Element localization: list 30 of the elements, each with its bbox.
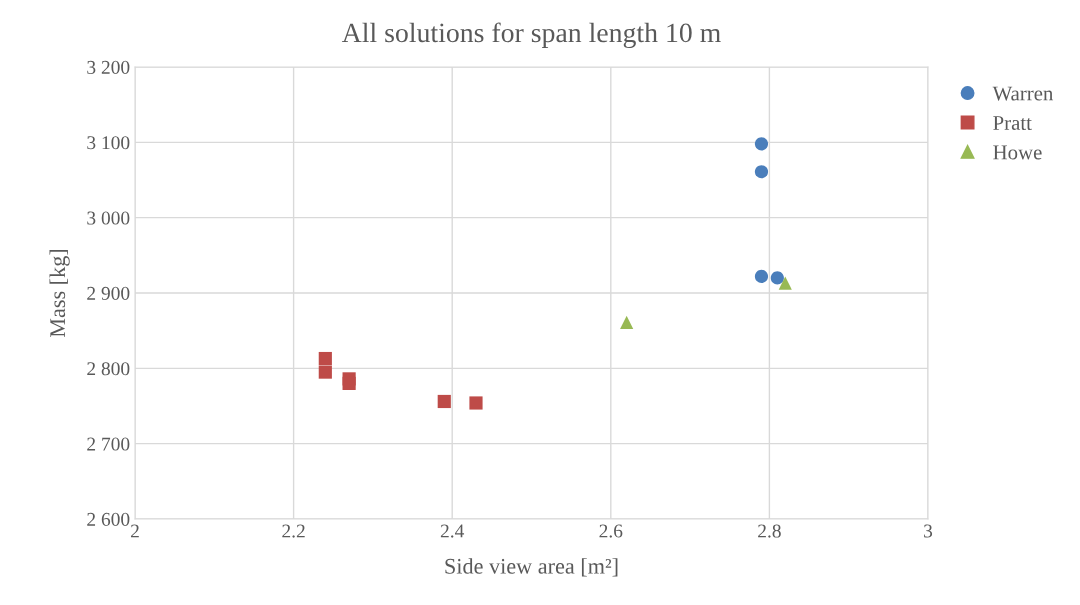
x-tick-label: 2.6 [599, 524, 623, 538]
legend-label: Warren [992, 86, 1054, 101]
point [754, 165, 769, 179]
legend-label: Howe [993, 145, 1042, 160]
y-axis-title: Mass [kg] [49, 249, 70, 338]
x-tick-label: 2.4 [440, 524, 465, 538]
point [778, 276, 792, 290]
point [342, 376, 356, 390]
x-tick-label: 2 [130, 524, 139, 538]
y-tick-label: 2 900 [87, 286, 130, 300]
y-tick-label: 3 200 [87, 60, 130, 74]
x-tick-label: 2.8 [758, 524, 781, 538]
y-tick-label: 2 700 [87, 437, 130, 451]
point [437, 394, 451, 409]
y-tick-label: 3 100 [87, 136, 130, 150]
point [770, 271, 784, 285]
point [469, 396, 483, 410]
point [318, 351, 332, 366]
point [620, 315, 634, 329]
legend-label: Pratt [993, 116, 1032, 130]
y-tick-label: 2 600 [87, 512, 130, 526]
point [318, 365, 332, 379]
x-tick-label: 2.2 [282, 524, 305, 538]
chart-title: All solutions for span length 10 m [341, 22, 721, 48]
y-tick-label: 3 000 [87, 211, 130, 225]
x-axis-title: Side view area [m²] [445, 558, 618, 577]
point [754, 269, 769, 284]
x-tick-label: 3 [924, 524, 933, 538]
point [754, 137, 769, 151]
y-tick-label: 2 800 [87, 362, 130, 376]
